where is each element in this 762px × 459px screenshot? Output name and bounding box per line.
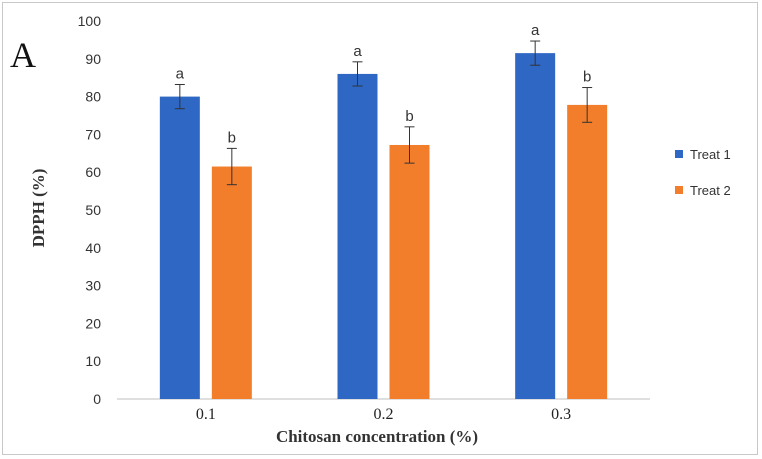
y-axis-ticks: 0 10 20 30 40 50 60 70 80 90 100 — [78, 13, 102, 407]
bar — [567, 104, 608, 399]
x-tick-label: 0.2 — [374, 406, 394, 423]
y-tick-label: 100 — [78, 13, 102, 29]
panel-label: A — [10, 35, 36, 75]
x-tick-label: 0.3 — [551, 406, 571, 423]
y-tick-label: 60 — [85, 164, 101, 180]
significance-letter: a — [353, 43, 362, 60]
bars-group: a b a b a b — [159, 22, 608, 400]
legend-swatch — [675, 186, 683, 194]
y-tick-label: 30 — [85, 278, 101, 294]
bar — [515, 53, 556, 399]
y-tick-label: 20 — [85, 315, 101, 331]
significance-letter: b — [405, 108, 413, 125]
x-axis-categories: 0.1 0.2 0.3 — [196, 406, 571, 423]
significance-letter: b — [228, 129, 236, 146]
x-axis-title: Chitosan concentration (%) — [276, 427, 478, 446]
legend: Treat 1 Treat 2 — [675, 147, 731, 198]
legend-label: Treat 2 — [690, 183, 731, 198]
y-tick-label: 40 — [85, 240, 101, 256]
legend-swatch — [675, 150, 683, 158]
y-tick-label: 10 — [85, 353, 101, 369]
bar — [211, 166, 252, 399]
x-tick-label: 0.1 — [196, 406, 216, 423]
legend-label: Treat 1 — [690, 147, 731, 162]
y-axis-title: DPPH (%) — [29, 169, 48, 248]
y-tick-label: 50 — [85, 202, 101, 218]
y-tick-label: 80 — [85, 89, 101, 105]
significance-letter: b — [583, 69, 591, 86]
y-tick-label: 90 — [85, 51, 101, 67]
bar — [159, 96, 200, 399]
chart-frame — [2, 2, 758, 455]
bar — [337, 73, 378, 400]
y-tick-label: 0 — [93, 391, 101, 407]
bar — [389, 144, 430, 399]
y-tick-label: 70 — [85, 126, 101, 142]
significance-letter: a — [176, 66, 185, 83]
significance-letter: a — [531, 22, 540, 39]
